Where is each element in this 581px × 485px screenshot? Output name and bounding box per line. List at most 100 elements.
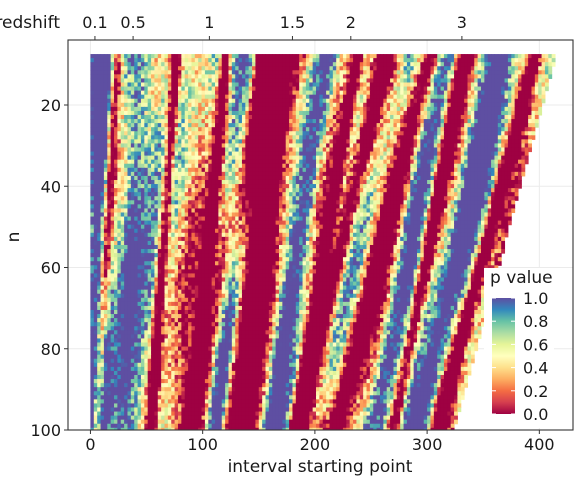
- heatmap-cell: [410, 171, 415, 177]
- heatmap-cell: [359, 163, 364, 169]
- heatmap-cell: [366, 78, 371, 84]
- heatmap-cell: [245, 131, 250, 136]
- heatmap-cell: [100, 147, 105, 153]
- heatmap-cell: [383, 58, 388, 63]
- heatmap-cell: [221, 139, 226, 144]
- heatmap-cell: [339, 54, 344, 59]
- heatmap-cell: [524, 119, 529, 124]
- heatmap-cell: [231, 90, 236, 96]
- heatmap-cell: [470, 192, 475, 197]
- heatmap-cell: [258, 179, 263, 185]
- heatmap-cell: [235, 102, 240, 108]
- heatmap-cell: [110, 127, 115, 132]
- heatmap-cell: [252, 204, 256, 209]
- heatmap-cell: [417, 66, 421, 71]
- heatmap-cell: [140, 58, 145, 63]
- heatmap-cell: [511, 94, 516, 100]
- heatmap-cell: [218, 171, 223, 177]
- heatmap-cell: [299, 86, 304, 92]
- heatmap-cell: [534, 119, 539, 124]
- heatmap-cell: [93, 204, 98, 209]
- heatmap-cell: [144, 167, 149, 173]
- heatmap-cell: [430, 131, 435, 136]
- heatmap-cell: [507, 196, 512, 201]
- heatmap-cell: [282, 171, 287, 177]
- heatmap-cell: [282, 66, 287, 71]
- heatmap-cell: [134, 127, 139, 132]
- heatmap-cell: [400, 123, 405, 128]
- heatmap-cell: [326, 188, 330, 193]
- heatmap-cell: [171, 110, 176, 116]
- heatmap-cell: [329, 86, 334, 92]
- heatmap-cell: [167, 175, 172, 181]
- heatmap-cell: [171, 54, 176, 59]
- heatmap-cell: [501, 119, 506, 124]
- heatmap-cell: [124, 184, 128, 189]
- heatmap-cell: [507, 114, 512, 120]
- heatmap-cell: [124, 135, 128, 140]
- heatmap-cell: [201, 204, 206, 209]
- heatmap-cell: [467, 131, 472, 136]
- heatmap-cell: [120, 151, 125, 157]
- heatmap-cell: [443, 175, 448, 181]
- heatmap-cell: [211, 102, 216, 108]
- heatmap-cell: [457, 119, 462, 124]
- heatmap-cell: [255, 204, 260, 209]
- heatmap-cell: [164, 131, 169, 136]
- heatmap-cell: [305, 58, 310, 63]
- heatmap-cell: [521, 123, 526, 128]
- heatmap-cell: [218, 82, 223, 88]
- heatmap-cell: [120, 62, 125, 67]
- heatmap-cell: [151, 127, 155, 132]
- heatmap-cell: [225, 184, 229, 189]
- heatmap-cell: [201, 163, 206, 169]
- heatmap-cell: [551, 58, 556, 63]
- heatmap-cell: [100, 192, 105, 197]
- heatmap-cell: [134, 167, 139, 173]
- heatmap-cell: [491, 98, 495, 104]
- heatmap-cell: [487, 102, 492, 108]
- heatmap-cell: [349, 200, 354, 205]
- heatmap-cell: [507, 74, 512, 79]
- heatmap-cell: [97, 159, 102, 165]
- heatmap-cell: [181, 192, 186, 197]
- heatmap-cell: [309, 74, 314, 79]
- heatmap-cell: [504, 98, 509, 104]
- heatmap-cell: [258, 159, 263, 165]
- heatmap-cell: [413, 184, 418, 189]
- heatmap-cell: [127, 114, 132, 120]
- heatmap-cell: [238, 123, 243, 128]
- heatmap-cell: [342, 200, 347, 205]
- heatmap-cell: [151, 78, 155, 84]
- heatmap-cell: [450, 98, 455, 104]
- heatmap-cell: [450, 54, 455, 59]
- heatmap-cell: [191, 188, 196, 193]
- heatmap-cell: [507, 175, 512, 181]
- heatmap-cell: [420, 119, 425, 124]
- heatmap-cell: [188, 66, 192, 71]
- heatmap-cell: [359, 58, 364, 63]
- heatmap-cell: [157, 127, 162, 132]
- heatmap-cell: [548, 66, 553, 71]
- heatmap-cell: [292, 188, 297, 193]
- heatmap-cell: [319, 66, 324, 71]
- heatmap-cell: [491, 106, 495, 112]
- heatmap-cell: [440, 58, 445, 63]
- heatmap-cell: [329, 98, 334, 104]
- heatmap-cell: [538, 110, 543, 116]
- heatmap-cell: [450, 175, 455, 181]
- heatmap-cell: [369, 188, 374, 193]
- heatmap-cell: [305, 135, 310, 140]
- heatmap-cell: [215, 143, 219, 149]
- heatmap-cell: [114, 110, 118, 116]
- heatmap-cell: [154, 135, 159, 140]
- heatmap-cell: [524, 58, 529, 63]
- heatmap-cell: [120, 143, 125, 149]
- heatmap-cell: [383, 155, 388, 161]
- heatmap-cell: [319, 90, 324, 96]
- heatmap-cell: [225, 192, 229, 197]
- heatmap-cell: [393, 86, 398, 92]
- heatmap-cell: [467, 196, 472, 201]
- heatmap-cell: [289, 139, 293, 144]
- heatmap-cell: [413, 66, 418, 71]
